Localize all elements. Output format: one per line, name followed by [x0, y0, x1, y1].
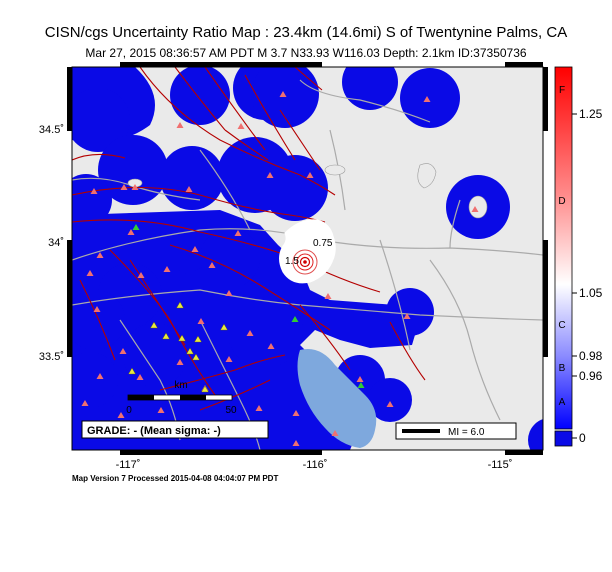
grade-f: F: [559, 85, 565, 96]
colorbar-value-096: 0.96: [579, 369, 603, 383]
event-details: Mar 27, 2015 08:36:57 AM PDT M 3.7 N33.9…: [85, 46, 527, 60]
uncertainty-contours: 0.75 1.5: [279, 219, 336, 284]
salton-sea: [297, 349, 377, 448]
lat-tick-34: 34˚: [48, 237, 64, 249]
grade-a: A: [559, 397, 566, 408]
colorbar-value-0: 0: [579, 431, 586, 445]
strong-motion-stations: [128, 301, 228, 393]
scale-end: 50: [225, 405, 237, 416]
grade-b: B: [559, 363, 566, 374]
grade-text: GRADE: - (Mean sigma: -): [87, 425, 221, 437]
lat-tick-345: 34.5˚: [39, 124, 64, 136]
lat-tick-335: 33.5˚: [39, 351, 64, 363]
lon-tick-116: -116˚: [303, 459, 328, 471]
colorbar-value-098: 0.98: [579, 349, 603, 363]
faults: [72, 67, 426, 411]
green-stations: [132, 224, 365, 388]
colorbar-value-105: 1.05: [579, 286, 603, 300]
grade-box: GRADE: - (Mean sigma: -): [81, 420, 269, 439]
contour-label-075: 0.75: [313, 238, 333, 249]
map-version-footer: Map Version 7 Processed 2015-04-08 04:04…: [72, 474, 279, 483]
axis-labels: 34.5˚ 34˚ 33.5˚ -117˚ -116˚ -115˚: [39, 124, 513, 471]
contour-label-15: 1.5: [285, 256, 299, 267]
scale-unit: km: [174, 380, 187, 391]
map-frame: [67, 62, 548, 455]
mi-label: MI = 6.0: [448, 427, 485, 438]
lon-tick-115: -115˚: [488, 459, 513, 471]
scale-bar: km 0 50: [126, 380, 237, 416]
map-title: CISN/cgs Uncertainty Ratio Map : 23.4km …: [44, 24, 568, 41]
grade-c: C: [558, 320, 565, 331]
colorbar-value-125: 1.25: [579, 107, 603, 121]
dry-lakes: [127, 163, 488, 219]
colorbar: F D C B A 1.25 1.05 0.98 0.96 0: [554, 66, 603, 447]
scale-start: 0: [126, 405, 132, 416]
lon-tick-117: -117˚: [116, 459, 141, 471]
grade-d: D: [558, 196, 565, 207]
mi-legend: MI = 6.0: [395, 422, 517, 440]
map-panel: 0.75 1.5 km 0 50 GRADE: - (Mean sigma: -…: [72, 67, 543, 450]
